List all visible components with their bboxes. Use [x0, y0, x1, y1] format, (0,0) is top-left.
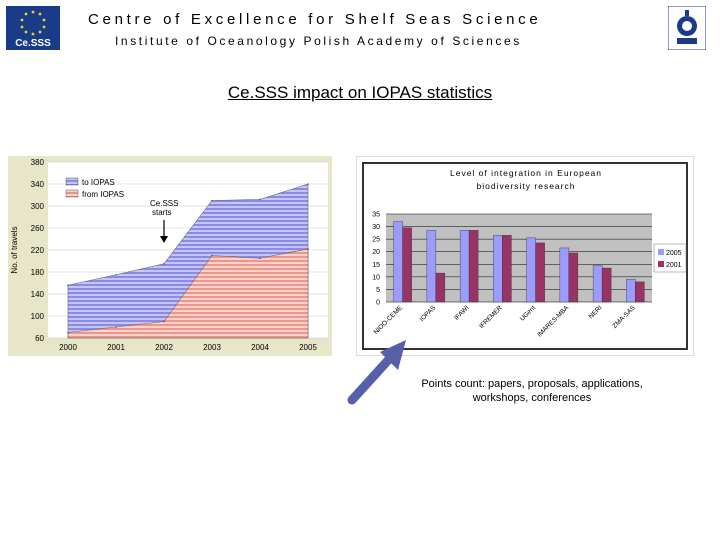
chart2-bar-2001 [502, 235, 512, 303]
chart1-xtick-label: 2005 [299, 343, 317, 352]
chart1-ytick-label: 340 [31, 180, 45, 189]
chart1-data-point [211, 199, 213, 202]
chart1-annotation-line2: starts [152, 208, 172, 217]
chart2-ytick-label: 20 [372, 249, 380, 256]
chart1-data-point [307, 183, 309, 185]
chart1-ytick-label: 140 [31, 290, 45, 299]
chart1-ytick-label: 220 [31, 246, 45, 255]
chart2-bar-2005 [592, 265, 603, 303]
legend-label-2001: 2001 [666, 262, 682, 269]
chart2-bar-2005 [426, 230, 437, 303]
chart1-data-point [115, 326, 117, 328]
chart2-ytick-label: 5 [376, 287, 380, 294]
chart1-data-point [211, 254, 213, 257]
logo-text: Ce.SSS [15, 38, 51, 49]
chart-caption: Points count: papers, proposals, applica… [421, 378, 643, 404]
chart1-xtick-label: 2003 [203, 343, 221, 352]
chart2-title-line1: Level of integration in European [450, 168, 602, 178]
chart1-xtick-label: 2001 [107, 343, 125, 352]
header-title: Centre of Excellence for Shelf Seas Scie… [88, 11, 542, 28]
chart2-bar-2005 [393, 221, 403, 303]
chart2-legend: 2005 2001 [653, 243, 687, 273]
chart2-plot-area [386, 214, 652, 302]
chart1-data-point [259, 257, 261, 260]
eu-stars-icon [20, 10, 46, 36]
chart1-ytick-label: 100 [31, 312, 45, 321]
chart2-title-line2: biodiversity research [477, 181, 576, 191]
chart2-ytick-label: 35 [372, 212, 380, 219]
chart1-ytick-label: 60 [35, 334, 44, 343]
legend-label-from: from IOPAS [82, 190, 124, 199]
chart2-bar-2001 [435, 272, 446, 303]
chart2-bar-2001 [635, 281, 645, 303]
cesss-logo: Ce.SSS [6, 6, 60, 50]
chart2-bar-2005 [626, 279, 636, 303]
chart1-legend: to IOPAS from IOPAS [65, 177, 124, 199]
pointer-arrow-icon [347, 340, 406, 405]
legend-label-2005: 2005 [666, 250, 682, 257]
chart1-xtick-label: 2004 [251, 343, 269, 352]
integration-bar-chart: Level of integration in European biodive… [356, 156, 694, 356]
chart1-data-point [259, 198, 261, 201]
travels-area-chart: 60 100 140 180 220 260 300 340 380 2000 2001 2002 2… [8, 156, 332, 356]
chart1-xtick-label: 2000 [59, 343, 77, 352]
chart2-bar-2001 [402, 227, 412, 303]
chart1-ytick-label: 380 [31, 158, 45, 167]
legend-swatch-to [65, 177, 79, 186]
chart1-data-point [67, 284, 69, 286]
chart2-ytick-label: 0 [376, 300, 380, 307]
chart2-bar-2005 [526, 237, 536, 303]
slide-title: Ce.SSS impact on IOPAS statistics [227, 83, 493, 102]
chart1-ytick-label: 300 [31, 202, 45, 211]
chart1-data-point [163, 262, 165, 265]
chart2-bar-2001 [535, 242, 545, 303]
chart1-xtick-label: 2002 [155, 343, 173, 352]
chart1-data-point [67, 331, 69, 334]
chart2-ytick-label: 10 [372, 274, 380, 281]
chart1-ytick-label: 180 [31, 268, 45, 277]
chart2-bar-2001 [601, 267, 612, 303]
chart1-data-point [163, 320, 165, 323]
chart2-ytick-label: 15 [372, 262, 380, 269]
chart2-bar-2001 [468, 230, 479, 303]
iopas-logo [668, 6, 706, 50]
legend-label-to: to IOPAS [82, 178, 115, 187]
legend-swatch-2005 [658, 249, 664, 255]
chart2-ytick-label: 30 [372, 224, 380, 231]
legend-swatch-from [65, 189, 79, 198]
chart2-bar-2001 [568, 252, 579, 303]
chart2-bar-2005 [559, 247, 570, 303]
chart2-bar-2005 [493, 235, 503, 303]
chart2-bar-2005 [459, 230, 470, 303]
chart1-data-point [307, 248, 309, 250]
chart1-annotation-line1: Ce.SSS [150, 199, 178, 208]
chart1-data-point [115, 273, 117, 276]
chart2-ytick-label: 25 [372, 237, 380, 244]
legend-swatch-2001 [658, 261, 664, 267]
annotation-arrow-icon [160, 220, 168, 243]
chart1-ylabel: No. of travels [10, 226, 19, 273]
chart1-ytick-label: 260 [31, 224, 45, 233]
header-subtitle: Institute of Oceanology Polish Academy o… [115, 34, 522, 48]
